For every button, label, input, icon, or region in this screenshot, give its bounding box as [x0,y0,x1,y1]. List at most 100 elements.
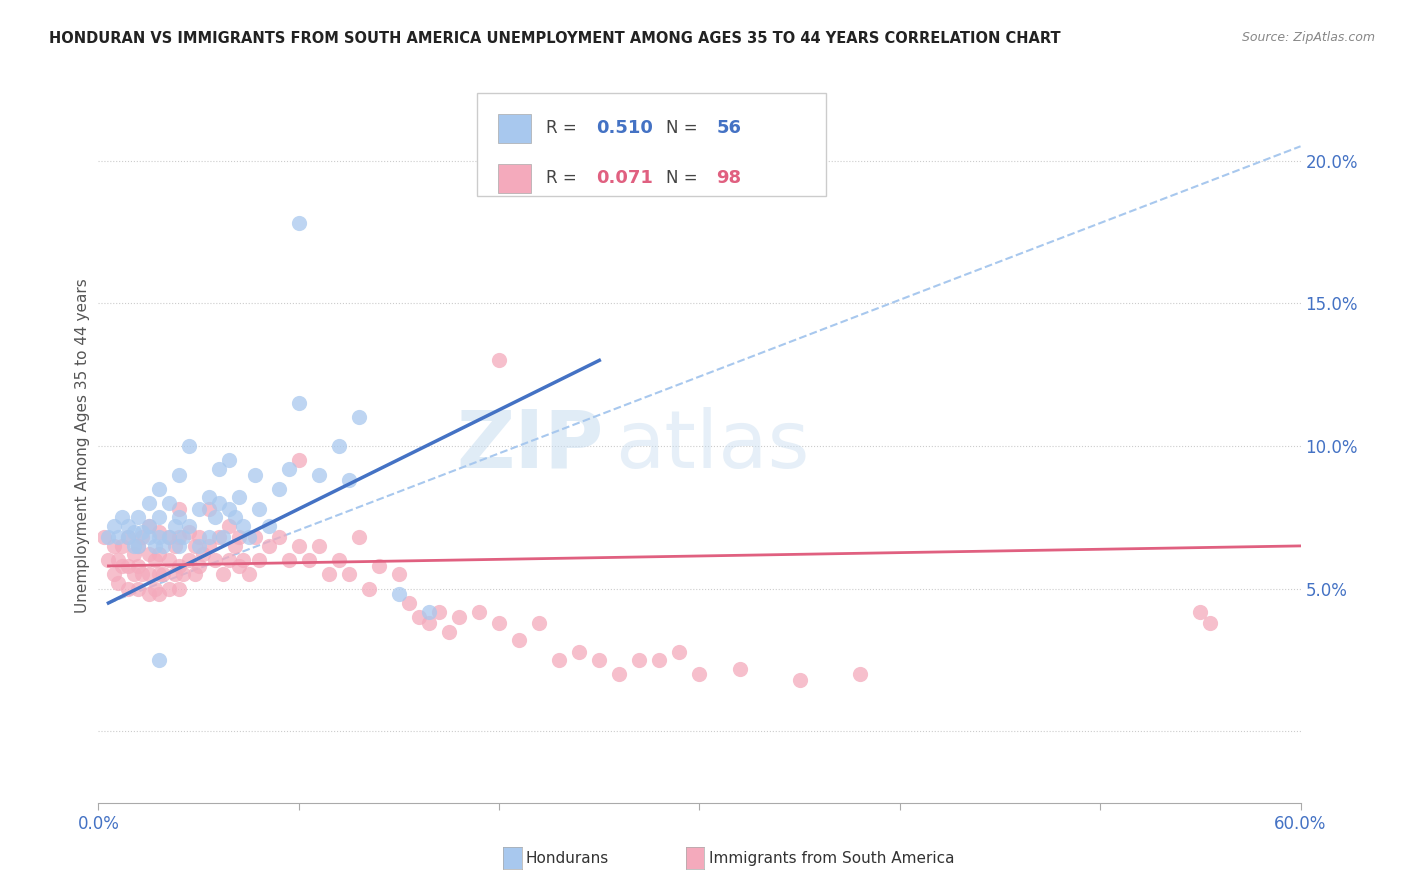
Point [152,539,174,553]
Point [148,524,170,539]
Point [238,530,260,544]
Point [208,496,231,510]
Point [167,558,190,573]
Point [418,605,440,619]
Text: Hondurans: Hondurans [526,851,609,865]
Point [218,519,240,533]
Point [191,548,214,562]
Point [148,530,170,544]
Point [187,530,209,544]
Point [128,558,150,573]
Point [138,587,160,601]
Point [328,553,350,567]
Point [117,530,139,544]
Point [157,553,180,567]
Point [177,439,200,453]
Text: Source: ZipAtlas.com: Source: ZipAtlas.com [1241,31,1375,45]
Point [138,496,160,510]
Point [111,510,134,524]
Point [357,582,380,596]
Point [167,501,190,516]
Point [157,530,180,544]
Point [148,548,170,562]
Point [163,519,186,533]
Text: atlas: atlas [616,407,810,485]
Point [508,633,530,648]
Point [488,353,510,368]
Point [124,548,146,562]
Point [138,567,160,582]
Point [688,667,710,681]
Point [183,567,205,582]
Point [208,530,231,544]
Point [427,605,450,619]
Point [167,539,190,553]
Point [211,567,233,582]
Point [152,567,174,582]
Point [204,553,226,567]
Point [117,530,139,544]
Point [437,624,460,639]
Point [568,644,591,658]
Point [111,539,134,553]
Point [124,524,146,539]
Point [247,501,270,516]
Text: R =: R = [546,169,582,187]
FancyBboxPatch shape [498,114,531,143]
Point [388,587,411,601]
Point [148,567,170,582]
Point [131,567,153,582]
Point [187,501,209,516]
Point [218,501,240,516]
Point [408,610,430,624]
Point [197,530,219,544]
Point [211,530,233,544]
Point [148,510,170,524]
Point [328,439,350,453]
Point [167,530,190,544]
Point [197,491,219,505]
Point [187,539,209,553]
Point [308,467,330,482]
Point [447,610,470,624]
Point [218,553,240,567]
Point [488,615,510,630]
Point [588,653,610,667]
Text: Immigrants from South America: Immigrants from South America [709,851,955,865]
Point [167,510,190,524]
Point [288,216,311,230]
Point [157,530,180,544]
Point [177,519,200,533]
Text: N =: N = [666,169,703,187]
Point [148,587,170,601]
FancyBboxPatch shape [498,164,531,193]
Point [609,667,631,681]
Point [228,530,250,544]
Text: 0.071: 0.071 [596,169,652,187]
Text: 0.510: 0.510 [596,120,652,137]
Point [218,453,240,467]
Point [103,539,125,553]
Text: N =: N = [666,120,703,137]
Point [177,524,200,539]
Point [128,539,150,553]
Point [93,530,115,544]
Point [107,553,129,567]
Point [247,553,270,567]
Point [163,539,186,553]
Point [97,530,120,544]
Point [131,524,153,539]
Point [257,519,280,533]
Point [529,615,551,630]
Point [224,539,246,553]
Point [298,553,321,567]
Point [288,453,311,467]
Point [318,567,340,582]
Point [308,539,330,553]
Point [277,553,299,567]
Point [628,653,651,667]
Point [124,539,146,553]
Point [148,482,170,496]
Point [197,539,219,553]
Point [128,539,150,553]
